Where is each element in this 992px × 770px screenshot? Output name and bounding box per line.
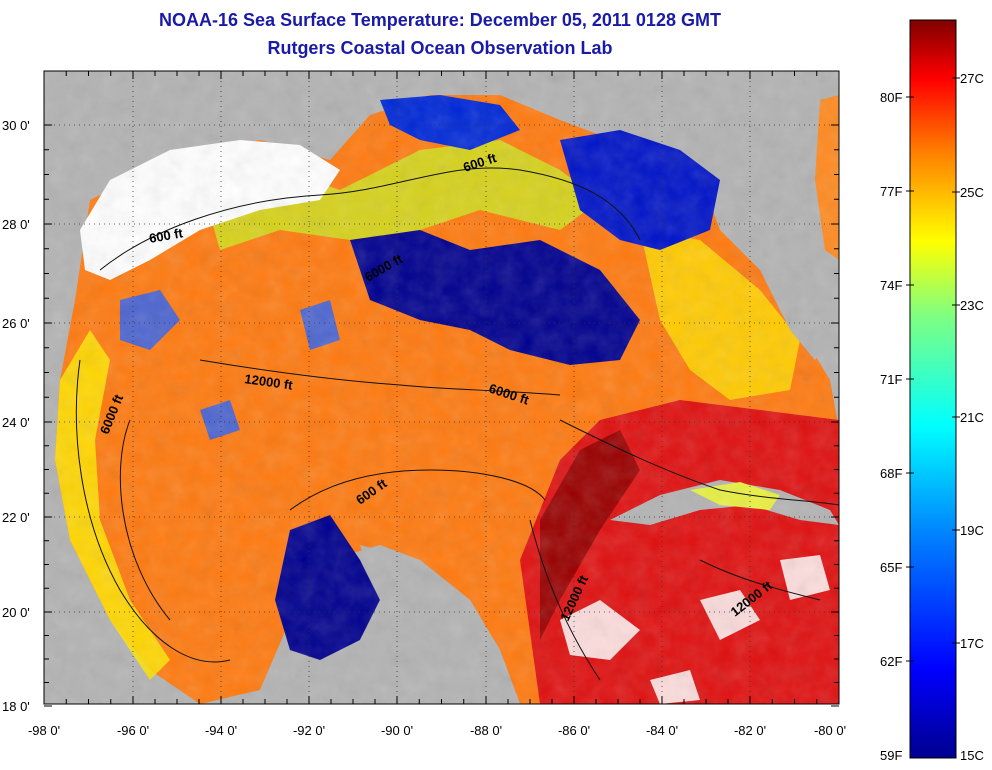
contour-label: 12000 ft	[244, 371, 295, 393]
colorbar-c-label: 25C	[960, 185, 984, 200]
colorbar-f-label: 68F	[880, 466, 902, 481]
colorbar-f-label: 77F	[880, 184, 902, 199]
colorbar: 80F 77F 74F 71F 68F 65F 62F 59F 27C 25C …	[880, 19, 984, 763]
longitude-axis: -98 0' -96 0' -94 0' -92 0' -90 0' -88 0…	[28, 723, 846, 738]
colorbar-f-label: 65F	[880, 560, 902, 575]
lat-label: 18 0'	[2, 699, 30, 714]
lon-label: -84 0'	[646, 723, 678, 738]
bathymetry-contours	[75, 167, 839, 681]
colorbar-f-label: 59F	[880, 748, 902, 763]
lat-label: 28 0'	[2, 217, 30, 232]
lon-label: -88 0'	[470, 723, 502, 738]
lat-label: 20 0'	[2, 605, 30, 620]
colorbar-c-label: 19C	[960, 523, 984, 538]
colorbar-ticks	[906, 77, 960, 662]
lon-label: -80 0'	[814, 723, 846, 738]
map-title: NOAA-16 Sea Surface Temperature: Decembe…	[159, 10, 721, 30]
colorbar-c-label: 21C	[960, 410, 984, 425]
colorbar-c-label: 15C	[960, 748, 984, 763]
colorbar-c-label: 23C	[960, 298, 984, 313]
frame-ticks	[43, 71, 840, 707]
latitude-axis: 30 0' 28 0' 26 0' 24 0' 22 0' 20 0' 18 0…	[2, 118, 30, 714]
lat-label: 24 0'	[2, 415, 30, 430]
graticule	[44, 71, 839, 704]
lon-label: -94 0'	[205, 723, 237, 738]
lat-label: 26 0'	[2, 316, 30, 331]
texture-overlay	[44, 71, 839, 704]
colorbar-gradient	[909, 19, 957, 759]
colorbar-c-label: 17C	[960, 636, 984, 651]
colorbar-f-label: 62F	[880, 654, 902, 669]
lon-label: -96 0'	[117, 723, 149, 738]
colorbar-f-label: 80F	[880, 90, 902, 105]
lat-label: 30 0'	[2, 118, 30, 133]
lon-label: -98 0'	[28, 723, 60, 738]
contour-label: 600 ft	[148, 225, 185, 246]
colorbar-c-label: 27C	[960, 71, 984, 86]
lon-label: -82 0'	[734, 723, 766, 738]
lat-label: 22 0'	[2, 510, 30, 525]
colorbar-f-label: 74F	[880, 278, 902, 293]
map-subtitle: Rutgers Coastal Ocean Observation Lab	[267, 38, 613, 58]
colorbar-f-label: 71F	[880, 372, 902, 387]
lon-label: -90 0'	[381, 723, 413, 738]
lon-label: -86 0'	[558, 723, 590, 738]
lon-label: -92 0'	[293, 723, 325, 738]
